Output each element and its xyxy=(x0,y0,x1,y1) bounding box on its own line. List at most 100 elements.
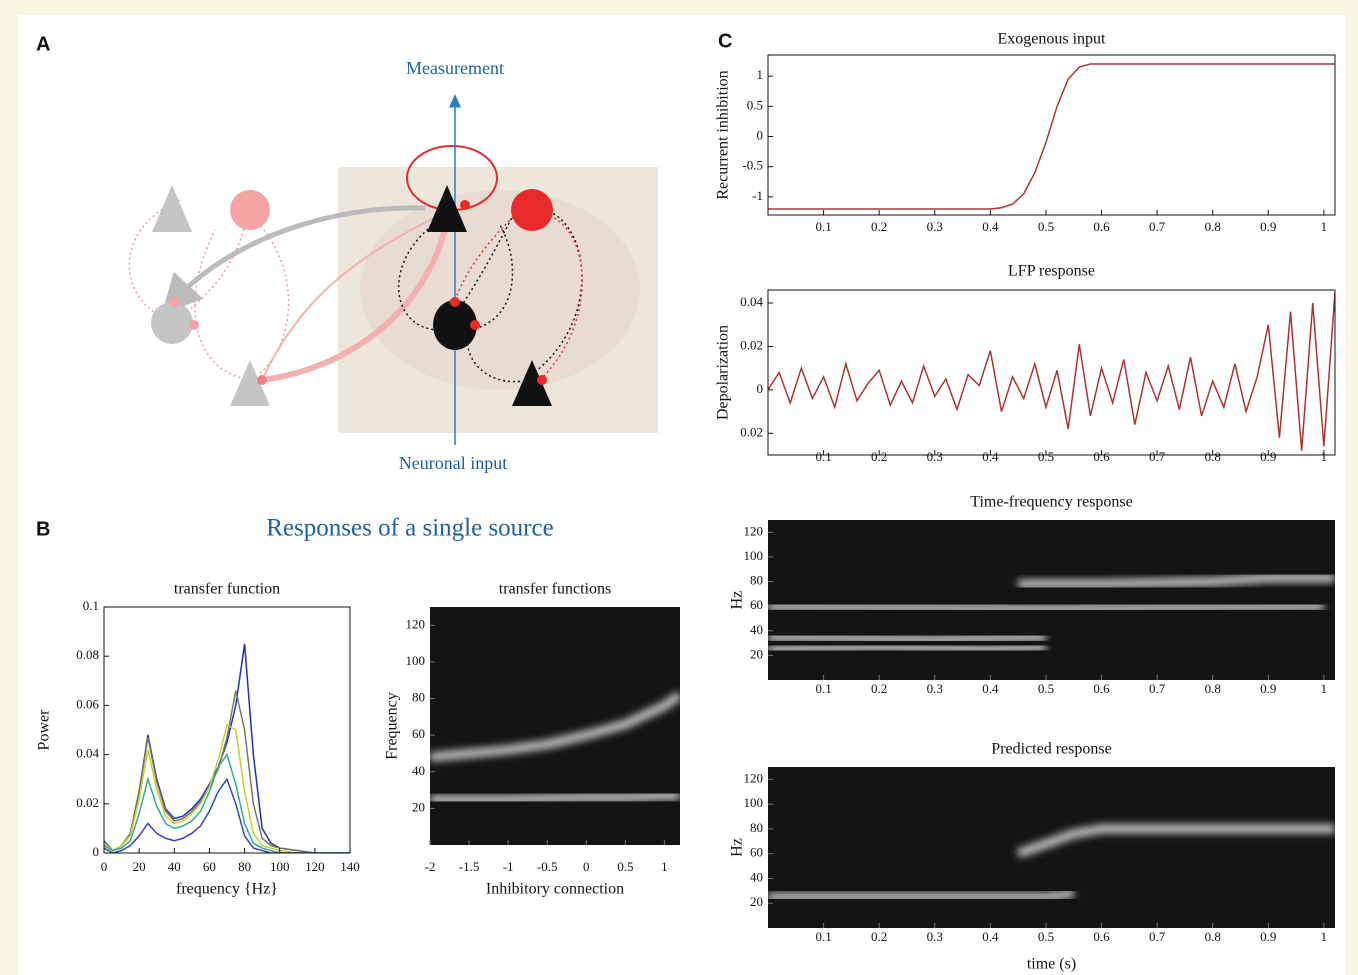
x-tick-label: 1 xyxy=(1321,449,1328,464)
x-tick-label: 1 xyxy=(1321,219,1328,234)
chart-title: Predicted response xyxy=(991,741,1111,758)
x-tick-label: 0.8 xyxy=(1205,929,1221,944)
y-axis-label: Power xyxy=(36,709,53,751)
chart-title: transfer functions xyxy=(499,581,611,598)
x-tick-label: 0.1 xyxy=(815,929,831,944)
y-tick-label: -1 xyxy=(752,188,763,203)
y-tick-label: 100 xyxy=(406,653,426,668)
x-tick-label: 0.8 xyxy=(1205,681,1221,696)
x-tick-label: -1 xyxy=(503,859,514,874)
x-tick-label: 0.8 xyxy=(1205,219,1221,234)
synapse xyxy=(189,320,199,330)
x-axis-label: Inhibitory connection xyxy=(486,881,624,898)
x-tick-label: 0.2 xyxy=(871,449,887,464)
neuron-circle xyxy=(230,190,270,230)
spectral-ridge xyxy=(768,632,1047,644)
heatmap-background xyxy=(768,520,1335,680)
heatmap-background xyxy=(768,767,1335,928)
y-tick-label: 40 xyxy=(750,869,763,884)
plot-area xyxy=(768,573,1335,654)
y-tick-label: 40 xyxy=(750,622,763,637)
x-tick-label: 1 xyxy=(1321,929,1328,944)
x-tick-label: 0.4 xyxy=(982,449,999,464)
y-tick-label: 0.02 xyxy=(76,795,99,810)
y-tick-label: 0.02 xyxy=(740,337,763,352)
data-line xyxy=(104,752,350,853)
axes-frame xyxy=(767,289,1336,456)
spectral-ridge xyxy=(768,601,1324,614)
y-axis-label: Frequency xyxy=(384,692,401,760)
axes-frame xyxy=(767,54,1336,216)
x-tick-label: 0.7 xyxy=(1149,929,1166,944)
synapse xyxy=(257,375,267,385)
x-tick-label: 0 xyxy=(101,859,108,874)
x-tick-label: -2 xyxy=(425,859,436,874)
x-tick-label: 0.7 xyxy=(1149,219,1166,234)
neuron-triangle xyxy=(230,360,270,406)
plot-area xyxy=(768,824,1335,902)
x-tick-label: 0.5 xyxy=(1038,449,1054,464)
spectral-ridge xyxy=(768,642,1047,654)
x-tick-label: 0.3 xyxy=(927,681,943,696)
y-tick-label: 80 xyxy=(750,820,763,835)
panel-label: C xyxy=(718,30,732,52)
plot-area xyxy=(768,63,1335,210)
synapse xyxy=(460,200,470,210)
spectral-ridge xyxy=(430,791,680,804)
x-tick-label: 1 xyxy=(1321,681,1328,696)
x-tick-label: 0.5 xyxy=(1038,929,1054,944)
data-line xyxy=(768,292,1335,451)
x-tick-label: 0.9 xyxy=(1260,681,1276,696)
data-line xyxy=(104,777,350,853)
x-axis-label: frequency {Hz} xyxy=(176,881,278,898)
x-tick-label: 0.9 xyxy=(1260,929,1276,944)
y-tick-label: 100 xyxy=(744,548,764,563)
plot-area xyxy=(430,691,680,804)
y-tick-label: 1 xyxy=(757,67,764,82)
axes-frame xyxy=(103,606,351,854)
y-tick-label: 0.1 xyxy=(83,598,99,613)
heatmap-background xyxy=(430,607,680,845)
section-title: Responses of a single source xyxy=(266,515,553,542)
synapse xyxy=(537,375,547,385)
spectral-ridge xyxy=(1016,824,1335,858)
x-tick-label: 60 xyxy=(203,859,216,874)
y-tick-label: 120 xyxy=(744,523,764,538)
x-tick-label: 0.8 xyxy=(1205,449,1221,464)
x-tick-label: 0.7 xyxy=(1149,681,1166,696)
x-tick-label: 0.5 xyxy=(1038,681,1054,696)
y-tick-label: -0.5 xyxy=(742,158,763,173)
x-tick-label: -0.5 xyxy=(537,859,558,874)
synapse xyxy=(170,297,180,307)
x-tick-label: 0.4 xyxy=(982,929,999,944)
neuron-triangle xyxy=(152,185,192,232)
chart-title: Exogenous input xyxy=(998,31,1107,48)
spectral-ridge xyxy=(1018,573,1335,589)
x-tick-label: 0.2 xyxy=(871,681,887,696)
y-tick-label: 100 xyxy=(744,795,764,810)
connection xyxy=(128,199,290,381)
y-tick-label: 0 xyxy=(93,844,100,859)
x-tick-label: 0.3 xyxy=(927,449,943,464)
y-tick-label: 80 xyxy=(750,573,763,588)
x-tick-label: 0.1 xyxy=(815,449,831,464)
x-tick-label: 1 xyxy=(661,859,668,874)
y-tick-label: 120 xyxy=(406,616,426,631)
spectral-ridge xyxy=(430,691,680,762)
x-tick-label: 0.6 xyxy=(1093,449,1110,464)
chart-title: Time-frequency response xyxy=(970,494,1132,511)
connection xyxy=(454,214,583,381)
y-axis-label: Recurrent inhibition xyxy=(715,70,732,199)
diagram-label: Measurement xyxy=(406,58,504,78)
x-tick-label: 100 xyxy=(270,859,290,874)
y-tick-label: 60 xyxy=(412,726,425,741)
x-tick-label: 0.2 xyxy=(871,929,887,944)
x-tick-label: 0.9 xyxy=(1260,219,1276,234)
plot-area xyxy=(768,292,1335,451)
y-tick-label: 0 xyxy=(757,381,764,396)
brain-shape xyxy=(360,190,640,390)
chart-title: transfer function xyxy=(174,581,280,598)
y-tick-label: 20 xyxy=(750,894,763,909)
x-tick-label: -1.5 xyxy=(459,859,480,874)
x-tick-label: 0.6 xyxy=(1093,219,1110,234)
